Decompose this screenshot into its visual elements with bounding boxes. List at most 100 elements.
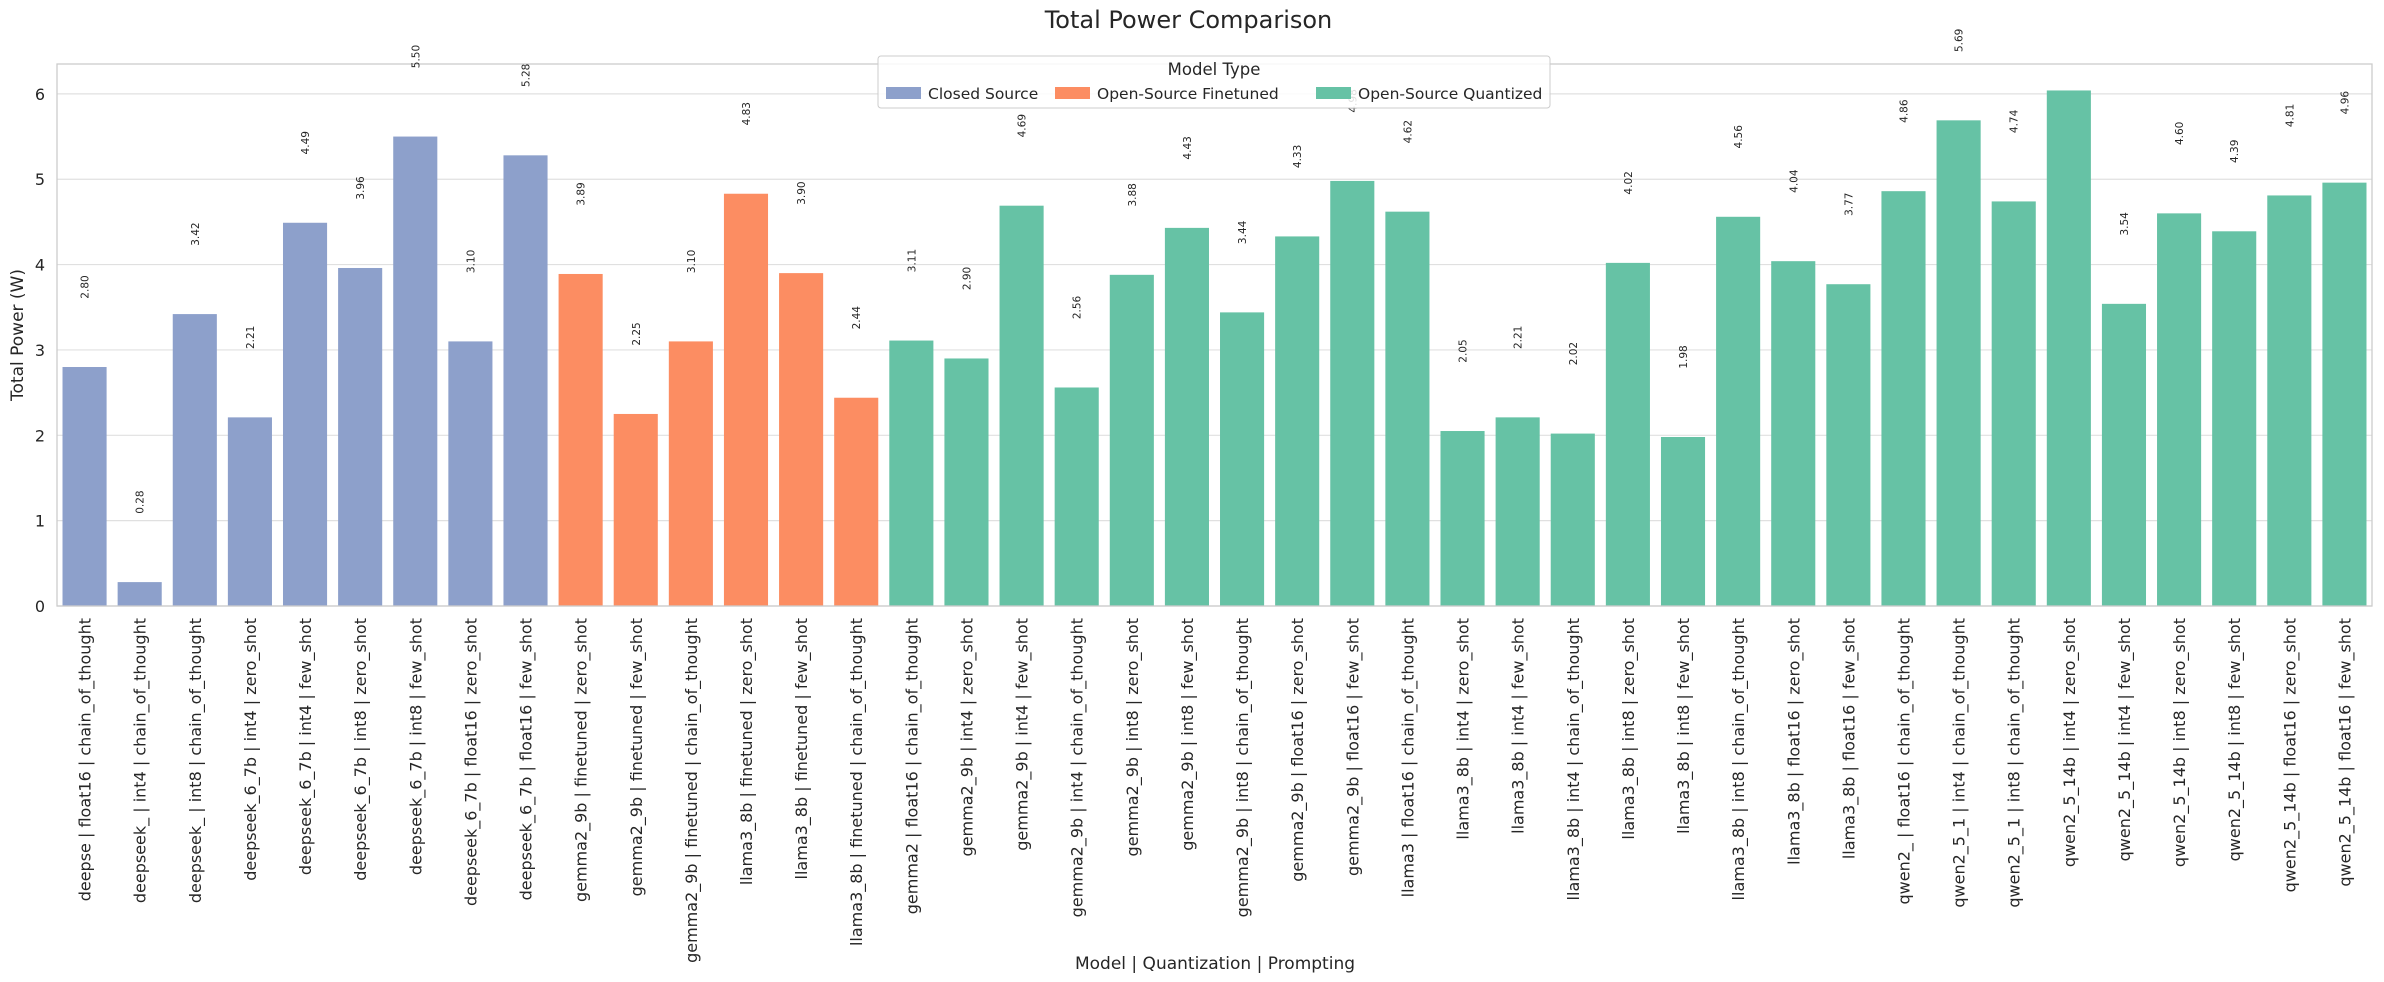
bar — [1881, 191, 1926, 606]
data-label: 5.28 — [521, 64, 533, 87]
data-label: 4.74 — [2009, 109, 2021, 133]
bar — [668, 341, 713, 606]
x-tick-label: gemma2_9b | float16 | zero_shot — [1288, 618, 1308, 882]
bar — [779, 273, 824, 606]
bar — [2267, 195, 2312, 606]
x-tick-label: llama3_8b | int4 | zero_shot — [1454, 618, 1474, 840]
bar — [2046, 90, 2091, 606]
data-label: 3.89 — [576, 182, 588, 205]
data-label: 4.62 — [1402, 120, 1414, 143]
x-tick-label: deepseek_ | int8 | chain_of_thought — [186, 618, 206, 903]
x-tick-label: qwen2_5_14b | int8 | few_shot — [2225, 618, 2245, 861]
chart-title: Total Power Comparison — [1044, 6, 1333, 34]
data-label: 4.43 — [1182, 136, 1194, 159]
legend-swatch — [1316, 87, 1351, 99]
data-label: 2.25 — [631, 322, 643, 345]
legend-label: Open-Source Finetuned — [1097, 85, 1279, 103]
data-label: 3.10 — [686, 250, 698, 273]
y-tick-label: 3 — [35, 341, 45, 360]
data-label: 5.50 — [410, 45, 422, 68]
x-tick-label: gemma2_9b | int8 | chain_of_thought — [1233, 618, 1253, 917]
x-tick-label: llama3_8b | float16 | zero_shot — [1784, 618, 1804, 865]
x-tick-label: llama3 | float16 | chain_of_thought — [1398, 618, 1418, 897]
data-label: 3.88 — [1127, 183, 1139, 206]
bar — [1550, 433, 1595, 606]
data-label: 3.10 — [465, 250, 477, 273]
bar — [1495, 417, 1540, 606]
bar — [1109, 274, 1154, 606]
data-label: 4.86 — [1898, 99, 1910, 123]
legend-label: Closed Source — [928, 85, 1038, 103]
x-tick-label: qwen2_ | float16 | chain_of_thought — [1894, 618, 1914, 905]
legend-entries: Closed Source Open-Source Finetuned Open-S… — [886, 85, 1542, 103]
data-label: 3.90 — [796, 181, 808, 204]
data-label: 2.90 — [961, 267, 973, 290]
legend-swatch — [886, 87, 921, 99]
bars — [62, 90, 2367, 607]
x-tick-label: gemma2 | float16 | chain_of_thought — [902, 618, 922, 914]
data-label: 4.69 — [1017, 114, 1029, 137]
bar — [1660, 436, 1706, 606]
x-tick-label: gemma2_9b | int4 | chain_of_thought — [1068, 618, 1088, 917]
x-tick-label: deepse | float16 | chain_of_thought — [76, 618, 96, 901]
y-axis-title: Total Power (W) — [8, 269, 28, 402]
x-tick-label: gemma2_9b | int8 | few_shot — [1178, 618, 1198, 851]
data-label: 3.11 — [906, 249, 918, 272]
legend-box — [877, 55, 1551, 109]
bar — [227, 417, 272, 606]
x-tick-label: gemma2_9b | finetuned | zero_shot — [572, 618, 592, 902]
x-tick-label: llama3_8b | finetuned | chain_of_thought — [847, 618, 867, 946]
x-tick-label: deepseek_6_7b | int8 | zero_shot — [351, 618, 371, 881]
bar — [1936, 120, 1981, 606]
bar — [723, 193, 769, 606]
bar — [889, 340, 934, 606]
x-axis-title: Model | Quantization | Prompting — [1075, 954, 1355, 974]
data-label: 4.49 — [300, 131, 312, 154]
bar — [2101, 303, 2147, 606]
data-label: 4.33 — [1292, 145, 1304, 168]
data-label: 3.42 — [190, 222, 202, 245]
data-label: 1.98 — [1678, 345, 1690, 368]
bar — [503, 155, 548, 606]
bar — [2157, 213, 2202, 607]
y-tick-label: 5 — [35, 170, 45, 189]
x-tick-label: qwen2_5_14b | int4 | zero_shot — [2060, 618, 2080, 867]
bar — [613, 413, 658, 606]
x-tick-label: qwen2_5_14b | float16 | zero_shot — [2280, 618, 2300, 892]
data-label: 0.28 — [135, 490, 147, 513]
x-tick-label: gemma2_9b | float16 | few_shot — [1343, 618, 1363, 876]
data-label: 4.04 — [1788, 169, 1800, 193]
grid-lines — [57, 93, 2372, 607]
bar — [944, 358, 989, 606]
x-tick-label: gemma2_9b | finetuned | chain_of_thought — [682, 618, 702, 963]
bar — [1440, 431, 1485, 606]
data-label: 2.21 — [1513, 326, 1525, 349]
data-label: 4.96 — [2339, 91, 2351, 115]
x-tick-label: llama3_8b | int4 | few_shot — [1509, 618, 1529, 834]
data-label: 2.21 — [245, 326, 257, 349]
legend-label: Open-Source Quantized — [1358, 85, 1542, 103]
data-label: 4.02 — [1623, 171, 1635, 194]
x-tick-label: qwen2_5_14b | int8 | zero_shot — [2170, 618, 2190, 867]
bar — [1826, 284, 1871, 606]
x-tick-label: llama3_8b | int8 | chain_of_thought — [1729, 618, 1749, 900]
bar — [448, 341, 493, 606]
data-label: 2.80 — [80, 275, 92, 298]
legend: Model Type Closed Source Open-Source Fine… — [877, 55, 1551, 109]
data-label: 4.83 — [741, 102, 753, 125]
x-tick-label: deepseek_6_7b | float16 | few_shot — [517, 618, 537, 900]
x-tick-label: gemma2_9b | int4 | few_shot — [1013, 618, 1033, 851]
legend-title: Model Type — [1168, 60, 1261, 79]
x-tick-label: gemma2_9b | int8 | zero_shot — [1123, 618, 1143, 856]
bar — [117, 582, 162, 606]
x-tick-label: deepseek_6_7b | int4 | zero_shot — [241, 618, 261, 881]
data-label: 4.81 — [2284, 104, 2296, 127]
x-tick-label: llama3_8b | int8 | zero_shot — [1619, 618, 1639, 840]
data-label: 3.44 — [1237, 220, 1249, 244]
bar — [834, 397, 879, 606]
bar — [1220, 312, 1265, 606]
data-label: 2.05 — [1458, 339, 1470, 362]
x-tick-label: gemma2_9b | int4 | zero_shot — [957, 618, 977, 856]
x-tick-label: deepseek_ | int4 | chain_of_thought — [131, 618, 151, 903]
